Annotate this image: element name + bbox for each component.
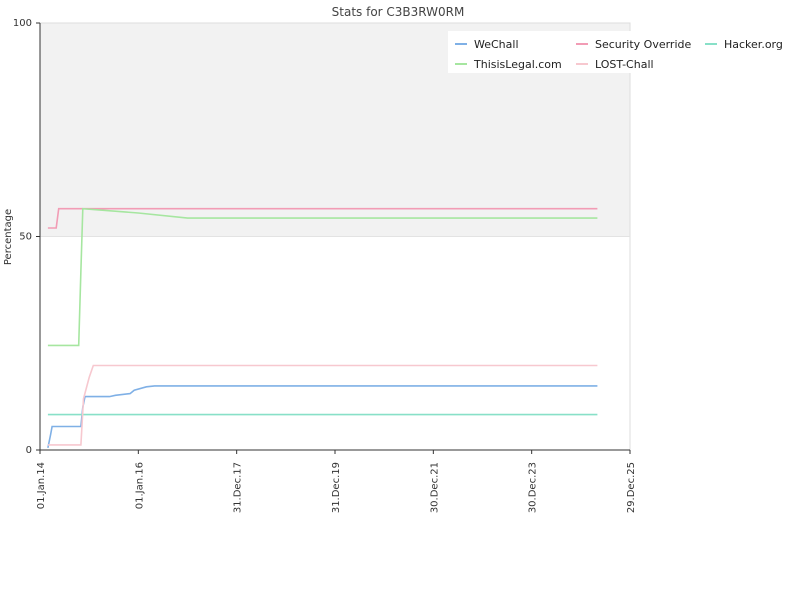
y-tick-label: 100 <box>13 18 32 29</box>
legend: WeChall Security Override Hacker.org Thisis… <box>448 31 790 73</box>
x-tick-label: 30.Dec.21 <box>429 462 440 513</box>
y-axis-label: Percentage <box>3 209 14 265</box>
legend-label: WeChall <box>474 38 519 51</box>
legend-label: ThisisLegal.com <box>473 58 562 71</box>
x-tick-label: 30.Dec.23 <box>528 462 539 513</box>
series-line-lost-chall <box>47 364 598 446</box>
y-ticks: 0 50 100 <box>13 18 40 456</box>
x-tick-label: 31.Dec.17 <box>233 462 244 513</box>
x-tick-label: 01.Jan.14 <box>36 462 47 509</box>
legend-label: LOST-Chall <box>595 58 654 71</box>
series-line-security-override <box>47 207 598 229</box>
x-tick-label: 01.Jan.16 <box>134 462 145 509</box>
legend-box <box>448 31 790 73</box>
x-tick-label: 31.Dec.19 <box>331 462 342 513</box>
x-tick-label: 29.Dec.25 <box>626 462 637 513</box>
series-line-wechall <box>47 385 598 449</box>
legend-label: Security Override <box>595 38 691 51</box>
chart-title: Stats for C3B3RW0RM <box>332 5 465 19</box>
series-line-thisislegal-com <box>47 207 598 347</box>
x-ticks: 01.Jan.14 01.Jan.16 31.Dec.17 31.Dec.19 30.D… <box>36 450 637 513</box>
y-tick-label: 0 <box>26 445 32 456</box>
series-lines <box>47 207 598 449</box>
y-tick-label: 50 <box>19 232 32 243</box>
legend-label: Hacker.org <box>724 38 783 51</box>
